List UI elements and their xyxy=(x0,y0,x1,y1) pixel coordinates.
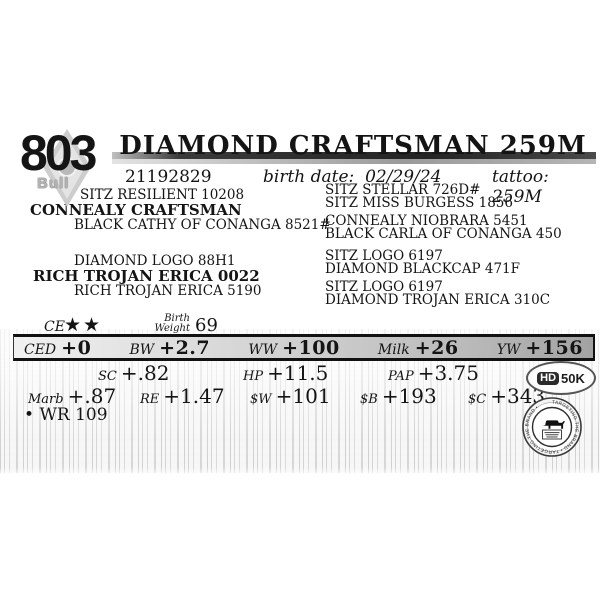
hd50k-hd-text: HD xyxy=(537,371,560,385)
epd-sc: SC +.82 xyxy=(98,361,170,385)
birth-weight-label: Birth Weight xyxy=(154,313,190,334)
birth-date: birth date: 02/29/24 xyxy=(263,167,441,187)
dam-of-sire: BLACK CATHY OF CONANGA 8521# xyxy=(74,217,331,233)
epd-ced: CED +0 xyxy=(24,336,92,359)
epd-main-row: CED +0 BW +2.7 WW +100 Milk +26 YW +156 xyxy=(13,334,595,361)
tattoo-label: tattoo: xyxy=(492,167,549,187)
dam-of-dam: RICH TROJAN ERICA 5190 xyxy=(74,283,262,299)
ce-label: CE xyxy=(44,319,65,335)
dam-paternal-granddam: DIAMOND BLACKCAP 471F xyxy=(325,261,520,277)
epd-marb: Marb +.87 xyxy=(28,384,117,408)
epd-ww: WW +100 xyxy=(248,336,340,359)
epd-yw: YW +156 xyxy=(496,336,583,359)
certified-angus-beef-seal-icon: TARGETING THE BRAND • TARGETING THE BRAN… xyxy=(522,397,582,457)
birth-date-value: 02/29/24 xyxy=(365,167,442,187)
dam-name: RICH TROJAN ERICA 0022 xyxy=(33,267,260,285)
dam-maternal-granddam: DIAMOND TROJAN ERICA 310C xyxy=(325,292,551,308)
dam-paternal-grandsire: SITZ LOGO 6197 xyxy=(325,248,443,264)
animal-name-title: DIAMOND CRAFTSMAN 259M xyxy=(119,131,587,161)
sire-paternal-grandsire: SITZ STELLAR 726D# xyxy=(325,182,481,198)
hd50k-logo: HD 50K xyxy=(526,361,596,395)
epd-hp: HP +11.5 xyxy=(243,361,329,385)
ce-stars: ★★ xyxy=(64,314,103,336)
epd-re: RE +1.47 xyxy=(140,384,225,408)
hd50k-50k-text: 50K xyxy=(561,370,585,386)
birth-date-label: birth date: xyxy=(263,167,355,187)
sire-of-dam: DIAMOND LOGO 88H1 xyxy=(74,253,236,269)
epd-dollar-b: $B +193 xyxy=(360,384,437,408)
sire-maternal-granddam: BLACK CARLA OF CONANGA 450 xyxy=(325,226,562,242)
sire-name: CONNEALY CRAFTSMAN xyxy=(30,201,242,219)
sire-maternal-grandsire: CONNEALY NIOBRARA 5451 xyxy=(325,213,528,229)
diamond-brand-ornament-icon xyxy=(43,129,91,207)
bull-silhouette-icon xyxy=(543,420,565,429)
dam-maternal-grandsire: SITZ LOGO 6197 xyxy=(325,279,443,295)
epd-pap: PAP +3.75 xyxy=(388,361,479,385)
lot-number: 803 xyxy=(20,125,97,181)
sire-of-sire: SITZ RESILIENT 10208 xyxy=(80,187,245,203)
note-text: WR 109 xyxy=(39,405,108,425)
title-bar-dark xyxy=(112,152,596,159)
note-bullet: • xyxy=(24,405,35,425)
sex-label: Bull xyxy=(37,175,70,192)
registration-number: 21192829 xyxy=(125,167,212,187)
epd-bw: BW +2.7 xyxy=(129,336,211,359)
epd-dollar-w: $W +101 xyxy=(250,384,331,408)
birth-weight-value: 69 xyxy=(195,315,218,336)
epd-milk: Milk +26 xyxy=(377,336,459,359)
tattoo-value: 259M xyxy=(492,187,542,207)
tattoo: tattoo: 259M xyxy=(492,167,600,207)
title-bar-light xyxy=(112,159,596,164)
sire-paternal-granddam: SITZ MISS BURGESS 1856 xyxy=(325,195,513,211)
weaning-ratio-note: • WR 109 xyxy=(24,405,108,425)
